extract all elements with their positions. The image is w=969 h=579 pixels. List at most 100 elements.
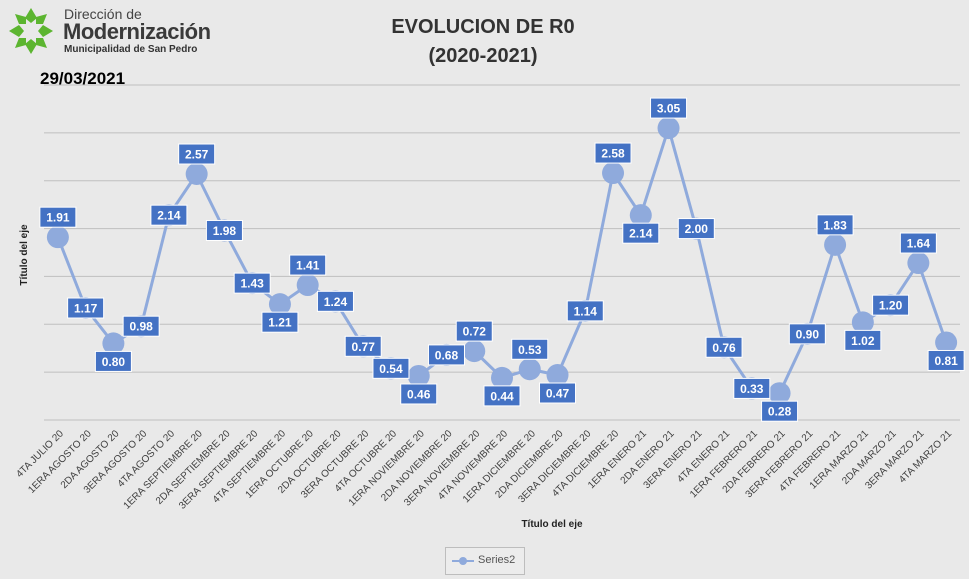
data-label-box (122, 315, 160, 337)
data-point (491, 366, 513, 389)
data-label: 1.91 (46, 211, 70, 225)
data-label-box (427, 344, 465, 366)
data-point (629, 204, 652, 227)
data-label-box (483, 385, 521, 407)
data-label: 1.98 (213, 224, 237, 238)
legend: Series2 (445, 547, 525, 575)
data-label: 0.47 (546, 387, 570, 401)
data-label-box (400, 383, 438, 405)
data-label: 0.54 (379, 362, 403, 376)
data-label: 2.00 (685, 222, 709, 236)
data-label-box (178, 143, 216, 165)
data-label-box (205, 219, 243, 241)
data-label-box (372, 357, 410, 379)
data-label-box (566, 300, 604, 322)
data-label-box (316, 290, 354, 312)
data-point (768, 382, 791, 405)
data-label: 1.20 (879, 299, 903, 313)
logo: Dirección de Modernización Municipalidad… (6, 4, 226, 60)
data-label: 3.05 (657, 102, 681, 116)
data-label: 0.81 (934, 354, 958, 368)
data-label-box (872, 294, 910, 316)
x-axis-title: Título del eje (521, 519, 583, 530)
data-point (46, 226, 69, 249)
data-label: 0.28 (768, 405, 792, 419)
data-label: 0.33 (740, 382, 764, 396)
data-point (824, 233, 847, 256)
data-label: 2.58 (601, 147, 625, 161)
data-label-box (622, 222, 660, 244)
data-label-box (844, 329, 882, 351)
data-point (463, 340, 486, 363)
data-label: 1.21 (268, 316, 292, 330)
data-label: 1.83 (823, 218, 847, 232)
data-label-box (39, 206, 77, 228)
data-label-box (455, 320, 493, 342)
data-label: 0.72 (463, 325, 487, 339)
data-label: 1.17 (74, 302, 98, 316)
data-label: 1.24 (324, 295, 348, 309)
data-label: 1.64 (907, 237, 931, 251)
legend-series-name: Series2 (478, 554, 516, 566)
data-label-box (511, 338, 549, 360)
data-label: 1.43 (241, 277, 265, 291)
data-point (102, 332, 125, 355)
data-label: 2.57 (185, 148, 209, 162)
chart-title: EVOLUCION DE R0 (2020-2021) (283, 13, 683, 71)
data-label-box (650, 97, 688, 119)
logo-line-3: Municipalidad de San Pedro (64, 44, 198, 55)
data-label-box (261, 311, 299, 333)
logo-line-2: Modernización (63, 19, 211, 44)
logo-leaf-icon (9, 8, 53, 54)
data-point (185, 163, 208, 186)
data-point (546, 364, 569, 387)
data-label-box (67, 297, 105, 319)
data-label-box (761, 400, 799, 422)
data-point (602, 162, 625, 185)
data-label: 2.14 (629, 227, 653, 241)
data-label-box (677, 218, 715, 240)
data-point (518, 358, 541, 381)
data-label-box (539, 382, 577, 404)
data-label: 2.14 (157, 209, 181, 223)
data-label: 0.80 (102, 355, 126, 369)
data-label: 0.44 (490, 389, 514, 403)
data-label-box (927, 349, 965, 371)
x-tick-label: 4TA JULIO 20 (14, 428, 66, 480)
data-point (407, 364, 430, 387)
data-point (657, 117, 680, 140)
data-label: 1.14 (574, 304, 598, 318)
data-label-box (150, 204, 188, 226)
data-label: 0.76 (712, 341, 736, 355)
date-label: 29/03/2021 (40, 69, 126, 88)
data-label-box (733, 377, 771, 399)
data-point (851, 311, 874, 334)
data-point (268, 293, 291, 316)
data-label: 0.68 (435, 348, 459, 362)
data-label-box (344, 335, 382, 357)
data-label: 1.41 (296, 259, 320, 273)
data-label-box (788, 323, 826, 345)
data-label: 0.98 (129, 320, 153, 334)
data-point (296, 274, 319, 297)
legend-marker-swatch (459, 557, 467, 565)
data-label: 0.46 (407, 387, 431, 401)
logo-line-1: Dirección de (64, 6, 142, 22)
chart-title-line-2: (2020-2021) (428, 45, 538, 67)
data-label-box (94, 350, 132, 372)
data-label: 1.02 (851, 334, 875, 348)
data-label-box (705, 336, 743, 358)
data-label-box (899, 232, 937, 254)
data-label: 0.90 (796, 327, 820, 341)
data-label-box (233, 272, 271, 294)
data-label-box (289, 254, 327, 276)
data-label-box (594, 142, 632, 164)
y-axis-title: Título del eje (19, 224, 30, 286)
data-label: 0.53 (518, 343, 542, 357)
data-label: 0.77 (352, 340, 376, 354)
chart-title-line-1: EVOLUCION DE R0 (391, 16, 575, 38)
data-label-box (816, 214, 854, 236)
data-point (935, 331, 958, 354)
